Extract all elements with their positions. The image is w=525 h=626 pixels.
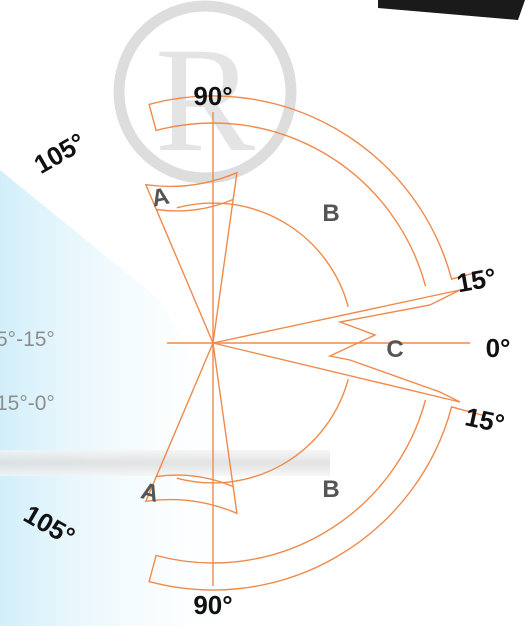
horizontal-watermark-bar xyxy=(0,450,330,476)
lower-outer-outline xyxy=(148,399,484,591)
label-15-upper-right: 15° xyxy=(454,262,498,298)
left-light-band xyxy=(0,170,250,626)
registered-logo-circle xyxy=(113,0,297,184)
lower-inner-arc xyxy=(176,379,349,484)
label-15-lower-right: 15° xyxy=(463,401,508,439)
zone-a-bottom: A xyxy=(138,477,162,508)
label-105-upper-left: 105° xyxy=(29,127,91,180)
sector-outlines xyxy=(144,95,484,591)
sector-a-top xyxy=(144,171,238,344)
zone-labels: A A B B C xyxy=(138,183,404,508)
upper-inner-arc xyxy=(176,202,349,307)
label-0-right: 0° xyxy=(486,333,511,363)
zone-c: C xyxy=(386,336,403,363)
label-90-top: 90° xyxy=(193,81,232,111)
zone-b-bottom: B xyxy=(322,476,339,503)
angle-labels: 90° 90° 105° 105° 15° 15° 0° xyxy=(19,81,511,620)
label-90-bottom: 90° xyxy=(193,590,232,620)
left-text-2: 15°-0° xyxy=(0,392,55,415)
sector-a-bottom xyxy=(144,342,238,515)
sector-c-outline xyxy=(212,289,461,403)
corner-panel xyxy=(378,0,525,20)
zone-a-top: A xyxy=(149,183,172,213)
upper-outer-outline xyxy=(148,95,484,287)
left-text-1: 5°-15° xyxy=(0,328,55,351)
zone-b-top: B xyxy=(322,200,339,227)
